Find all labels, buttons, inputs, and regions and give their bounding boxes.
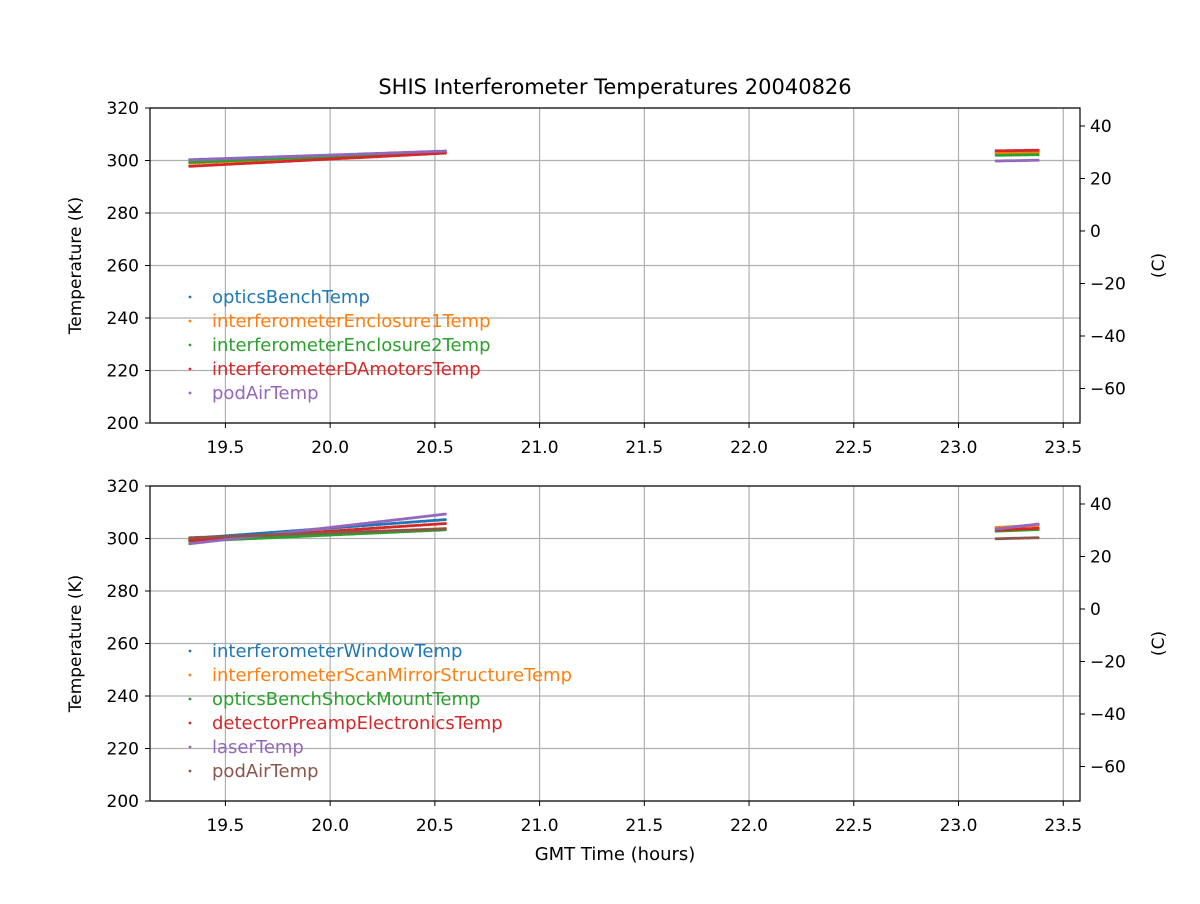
y-tick-label: 280: [107, 582, 139, 602]
legend-marker: [188, 343, 192, 347]
data-point: [1036, 526, 1040, 530]
y-axis-label: Temperature (K): [66, 197, 86, 336]
y-tick-label: 320: [107, 99, 139, 119]
legend-label: interferometerDAmotorsTemp: [212, 359, 481, 380]
x-tick-label: 21.5: [625, 438, 663, 458]
legend-label: interferometerWindowTemp: [212, 641, 462, 662]
y-right-tick-label: 0: [1090, 222, 1101, 242]
legend-label: opticsBenchTemp: [212, 287, 370, 308]
data-point: [443, 512, 447, 516]
data-point: [443, 151, 447, 155]
data-point: [443, 518, 447, 522]
y-right-tick-label: 20: [1090, 169, 1112, 189]
x-tick-label: 23.0: [940, 816, 978, 836]
x-tick-label: 20.5: [416, 816, 454, 836]
y-tick-label: 300: [107, 530, 139, 550]
x-tick-label: 20.5: [416, 438, 454, 458]
y-tick-label: 200: [107, 792, 139, 812]
data-point: [1036, 522, 1040, 526]
x-tick-label: 23.5: [1044, 438, 1082, 458]
y-right-axis-label: (C): [1149, 631, 1169, 656]
legend-marker: [188, 697, 192, 701]
legend-marker: [188, 391, 192, 395]
x-tick-label: 21.0: [521, 438, 559, 458]
x-tick-label: 21.0: [521, 816, 559, 836]
data-point: [1036, 148, 1040, 152]
data-point: [1036, 536, 1040, 540]
y-right-tick-label: 0: [1090, 600, 1101, 620]
y-tick-label: 220: [107, 740, 139, 760]
y-tick-label: 240: [107, 309, 139, 329]
series-interferometerDAmotorsTemp: [188, 148, 1040, 168]
x-tick-label: 22.5: [835, 816, 873, 836]
legend-marker: [188, 295, 192, 299]
legend-marker: [188, 649, 192, 653]
data-point: [443, 522, 447, 525]
y-tick-label: 200: [107, 414, 139, 434]
y-tick-label: 300: [107, 152, 139, 172]
y-tick-label: 260: [107, 257, 139, 277]
data-point: [1036, 151, 1040, 155]
x-tick-label: 21.5: [625, 816, 663, 836]
y-tick-label: 260: [107, 635, 139, 655]
legend-label: detectorPreampElectronicsTemp: [212, 713, 503, 734]
legend-label: interferometerEnclosure2Temp: [212, 335, 491, 356]
bottom-panel: 19.5 20.0 20.5 21.0 21.5 22.0 22.5 23.0 23.52002…: [66, 477, 1169, 865]
top-panel: 19.5 20.0 20.5 21.0 21.5 22.0 22.5 23.0 23.52002…: [66, 99, 1169, 458]
x-tick-label: 22.0: [730, 438, 768, 458]
x-tick-label: 20.0: [311, 438, 349, 458]
figure-title: SHIS Interferometer Temperatures 2004082…: [378, 75, 851, 99]
y-right-tick-label: −40: [1090, 705, 1126, 725]
legend-label: opticsBenchShockMountTemp: [212, 689, 480, 710]
y-right-tick-label: −60: [1090, 757, 1126, 777]
y-right-tick-label: −60: [1090, 379, 1126, 399]
data-point: [1036, 153, 1040, 157]
data-point: [443, 149, 447, 153]
data-point: [443, 527, 447, 531]
x-tick-label: 22.0: [730, 816, 768, 836]
y-tick-label: 280: [107, 204, 139, 224]
series-podAirTemp: [188, 149, 1040, 163]
x-tick-label: 23.5: [1044, 816, 1082, 836]
y-right-tick-label: −20: [1090, 274, 1126, 294]
legend-label: podAirTemp: [212, 383, 319, 404]
x-tick-label: 22.5: [835, 438, 873, 458]
y-right-tick-label: 40: [1090, 117, 1112, 137]
y-tick-label: 220: [107, 362, 139, 382]
x-tick-label: 20.0: [311, 816, 349, 836]
x-tick-label: 19.5: [206, 438, 244, 458]
legend-label: podAirTemp: [212, 761, 319, 782]
legend: opticsBenchTemp interferometerEnclosure1T…: [188, 287, 491, 404]
y-right-tick-label: 20: [1090, 547, 1112, 567]
legend: interferometerWindowTemp interferometerSc…: [188, 641, 572, 782]
x-tick-label: 19.5: [206, 816, 244, 836]
y-tick-label: 240: [107, 687, 139, 707]
data-point: [1036, 158, 1040, 162]
legend-label: interferometerScanMirrorStructureTemp: [212, 665, 572, 686]
legend-label: interferometerEnclosure1Temp: [212, 311, 491, 332]
series-podAirTemp: [188, 527, 1040, 541]
y-axis-label: Temperature (K): [66, 575, 86, 714]
y-tick-label: 320: [107, 477, 139, 497]
legend-marker: [188, 673, 192, 677]
legend-marker: [188, 367, 192, 371]
legend-label: laserTemp: [212, 737, 304, 758]
legend-marker: [188, 319, 192, 323]
x-tick-label: 23.0: [940, 438, 978, 458]
legend-marker: [188, 745, 192, 749]
y-right-axis-label: (C): [1149, 253, 1169, 278]
x-axis-label: GMT Time (hours): [535, 844, 696, 865]
legend-marker: [188, 721, 192, 725]
y-right-tick-label: −20: [1090, 652, 1126, 672]
legend-marker: [188, 769, 192, 773]
y-right-tick-label: −40: [1090, 327, 1126, 347]
y-right-tick-label: 40: [1090, 495, 1112, 515]
